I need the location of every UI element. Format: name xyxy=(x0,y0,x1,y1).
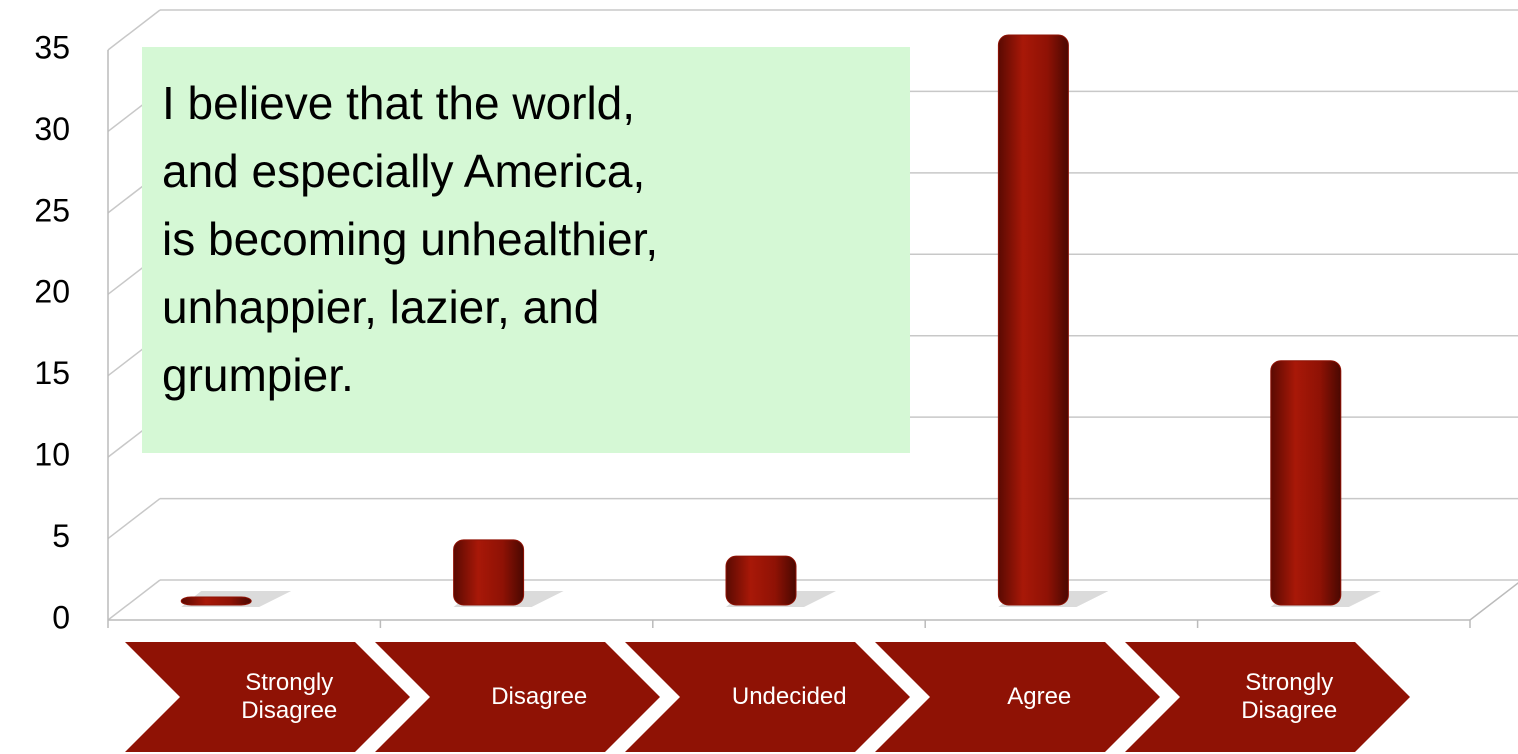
x-tick-label: Strongly Disagree xyxy=(1241,669,1338,724)
y-tick-label: 35 xyxy=(34,29,70,65)
x-tick-label: Disagree xyxy=(491,683,588,710)
grid-line xyxy=(107,497,161,540)
category-chevron xyxy=(1125,642,1410,752)
bar xyxy=(997,34,1069,606)
annotation-line: grumpier. xyxy=(162,349,354,401)
y-tick-label: 15 xyxy=(34,355,70,391)
grid-line xyxy=(107,9,161,51)
y-tick-label: 30 xyxy=(34,111,70,147)
y-tick-label: 5 xyxy=(52,518,70,554)
annotation-line: unhappier, lazier, and xyxy=(162,281,600,333)
annotation-line: and especially America, xyxy=(162,145,646,197)
bar xyxy=(1270,360,1342,606)
x-tick-label: Agree xyxy=(1007,683,1072,710)
bar xyxy=(725,555,797,606)
category-chevron xyxy=(125,642,410,752)
annotation-line: I believe that the world, xyxy=(162,77,636,129)
category-chevron xyxy=(625,642,910,752)
bar xyxy=(180,596,252,606)
y-tick-label: 25 xyxy=(34,192,70,228)
annotation-line: is becoming unhealthier, xyxy=(162,213,659,265)
grid-line xyxy=(107,579,161,621)
category-chevron xyxy=(875,642,1160,752)
x-axis-depth xyxy=(1469,582,1518,621)
y-tick-label: 10 xyxy=(34,437,70,473)
bar xyxy=(453,539,525,606)
x-tick-label: Undecided xyxy=(731,683,847,710)
annotation-box: I believe that the world, and especially … xyxy=(142,47,910,453)
category-chevron xyxy=(375,642,660,752)
x-tick-label: Strongly Disagree xyxy=(241,669,338,724)
y-tick-label: 0 xyxy=(52,599,70,635)
y-tick-label: 20 xyxy=(34,274,70,310)
